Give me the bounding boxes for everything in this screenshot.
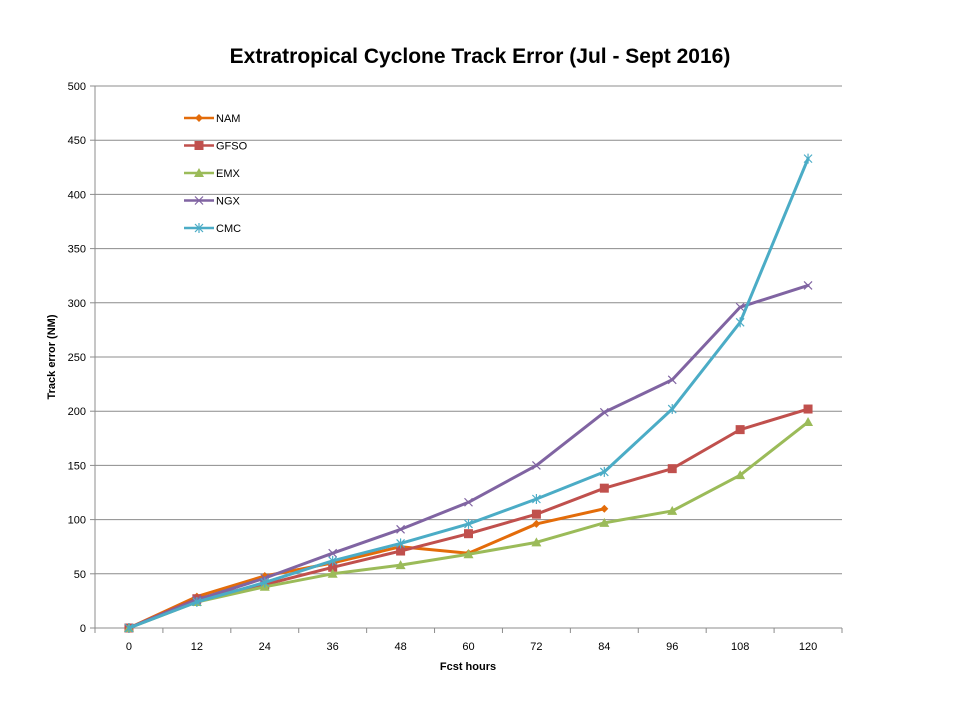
data-point-ngx	[667, 375, 677, 385]
legend: NAM GFSO EMX NGX CMC	[184, 113, 248, 235]
x-tick-label: 60	[462, 641, 474, 653]
data-point-ngx	[396, 524, 406, 534]
data-point-ngx	[803, 281, 813, 290]
legend-label-nam: NAM	[216, 113, 240, 125]
x-axis-label: Fcst hours	[440, 661, 496, 673]
legend-label-emx: EMX	[216, 168, 241, 180]
legend-label-gfso: GFSO	[216, 141, 248, 153]
y-tick-label: 100	[68, 515, 86, 527]
x-tick-label: 24	[259, 641, 271, 653]
y-tick-label: 300	[68, 298, 86, 310]
y-tick-label: 450	[68, 135, 86, 147]
data-point-cmc	[667, 404, 677, 415]
data-point-gfso	[464, 529, 473, 539]
data-point-emx	[599, 517, 610, 527]
data-point-cmc	[396, 538, 406, 549]
chart-title: Extratropical Cyclone Track Error (Jul -…	[230, 45, 731, 68]
data-point-ngx	[599, 407, 609, 417]
data-point-ngx	[531, 460, 541, 470]
series-line-nam	[127, 507, 606, 630]
legend-entry-gfso: GFSO	[184, 141, 248, 153]
legend-entry-nam: NAM	[184, 113, 240, 125]
legend-entry-cmc: CMC	[184, 223, 241, 235]
legend-marker-gfso	[194, 141, 204, 150]
data-point-emx	[531, 537, 542, 547]
data-point-gfso	[735, 425, 745, 435]
y-tick-label: 50	[74, 569, 86, 581]
series-group	[123, 153, 814, 633]
data-point-ngx	[735, 302, 745, 312]
data-point-gfso	[531, 509, 541, 519]
legend-label-cmc: CMC	[216, 223, 241, 235]
legend-label-ngx: NGX	[216, 196, 241, 208]
legend-marker-cmc	[194, 223, 204, 233]
data-point-cmc	[803, 153, 813, 164]
x-tick-label: 72	[530, 641, 542, 653]
x-tick-label: 108	[731, 641, 749, 653]
data-point-emx	[735, 470, 746, 480]
series-gfso	[124, 404, 813, 633]
legend-marker-nam	[195, 114, 203, 122]
data-point-emx	[395, 560, 406, 570]
x-tick-label: 36	[327, 641, 339, 653]
data-point-ngx	[328, 548, 338, 558]
x-tick-label: 120	[799, 641, 817, 653]
data-point-emx	[803, 417, 814, 427]
y-tick-label: 400	[68, 189, 86, 201]
x-tick-label: 96	[666, 641, 678, 653]
y-tick-label: 200	[68, 406, 86, 418]
data-point-nam	[600, 504, 609, 513]
data-point-cmc	[260, 577, 270, 588]
y-tick-label: 0	[80, 623, 86, 635]
x-tick-label: 12	[191, 641, 203, 653]
data-point-cmc	[464, 518, 473, 529]
data-point-gfso	[396, 546, 406, 556]
legend-entry-emx: EMX	[184, 168, 241, 180]
gridlines	[95, 85, 842, 575]
data-point-ngx	[464, 497, 473, 507]
data-point-emx	[667, 505, 678, 515]
legend-entry-ngx: NGX	[184, 196, 241, 208]
axes: 0 50 100 150 200 250 300 350 400 450 500 0 12 24 36 48 6…	[68, 81, 843, 653]
x-tick-label: 84	[598, 641, 610, 653]
y-axis-label: Track error (NM)	[46, 314, 58, 399]
y-tick-label: 150	[68, 460, 86, 472]
series-cmc	[124, 153, 813, 633]
data-point-gfso	[328, 562, 338, 572]
data-point-cmc	[531, 494, 541, 505]
data-point-cmc	[599, 466, 609, 477]
x-tick-label: 48	[394, 641, 406, 653]
data-point-gfso	[803, 404, 813, 414]
data-point-cmc	[735, 317, 745, 328]
legend-marker-ngx	[194, 196, 204, 205]
series-line-ngx	[127, 283, 810, 630]
data-point-cmc	[192, 596, 202, 607]
series-ngx	[124, 281, 813, 633]
data-point-gfso	[599, 483, 609, 493]
data-point-gfso	[667, 464, 677, 474]
data-point-cmc	[328, 555, 338, 566]
data-point-emx	[327, 568, 338, 578]
data-point-emx	[463, 549, 474, 559]
legend-marker-emx	[194, 168, 204, 177]
data-point-nam	[532, 519, 541, 528]
x-tick-label: 0	[126, 641, 132, 653]
y-tick-label: 500	[68, 81, 86, 93]
y-tick-label: 250	[68, 352, 86, 364]
y-tick-label: 350	[68, 244, 86, 256]
data-point-cmc	[124, 623, 134, 633]
